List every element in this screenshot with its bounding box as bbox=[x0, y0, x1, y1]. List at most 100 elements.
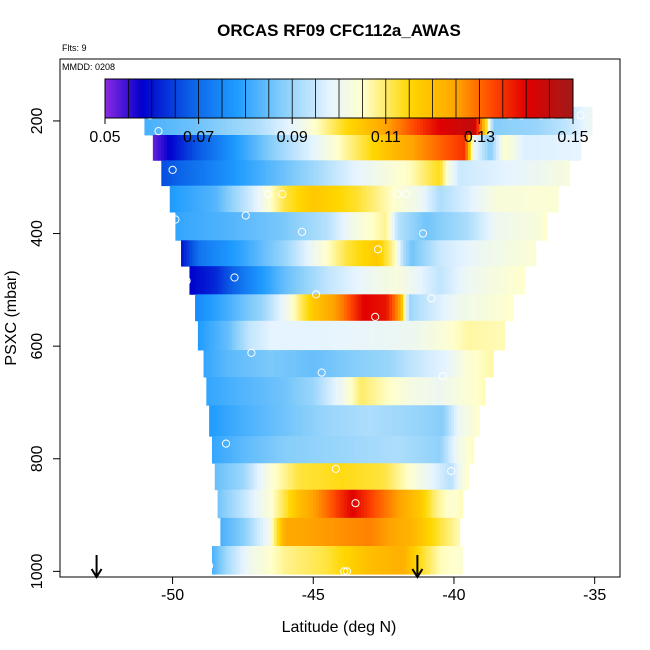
heatmap-cell bbox=[214, 266, 219, 295]
heatmap-cell bbox=[535, 160, 539, 187]
heatmap-cell bbox=[287, 546, 292, 575]
heatmap-cell bbox=[240, 212, 244, 241]
heatmap-cell bbox=[504, 294, 509, 322]
heatmap-cell bbox=[304, 160, 309, 187]
heatmap-cell bbox=[501, 266, 506, 295]
heatmap-cell bbox=[431, 135, 435, 161]
heatmap-cell bbox=[330, 212, 334, 241]
heatmap-cell bbox=[209, 160, 213, 187]
heatmap-cell bbox=[431, 463, 435, 491]
heatmap-cell bbox=[445, 135, 449, 161]
heatmap-cell bbox=[377, 106, 382, 136]
heatmap-cell bbox=[161, 160, 165, 187]
heatmap-cell bbox=[262, 546, 267, 575]
heatmap-cell bbox=[330, 350, 334, 378]
heatmap-cell bbox=[276, 212, 281, 241]
heatmap-cell bbox=[487, 240, 492, 267]
heatmap-cell bbox=[414, 517, 418, 547]
heatmap-cell bbox=[496, 320, 500, 351]
heatmap-cell bbox=[411, 405, 416, 437]
heatmap-cell bbox=[524, 135, 528, 161]
heatmap-cell bbox=[273, 185, 278, 213]
heatmap-cell bbox=[394, 106, 399, 136]
heatmap-cell bbox=[189, 106, 193, 136]
heatmap-cell bbox=[245, 350, 250, 378]
colorbar-swatch bbox=[531, 79, 534, 118]
heatmap-cell bbox=[254, 546, 258, 575]
heatmap-cell bbox=[273, 320, 278, 351]
heatmap-cell bbox=[515, 240, 520, 267]
heatmap-cell bbox=[183, 185, 188, 213]
sample-point bbox=[188, 351, 197, 360]
heatmap-cell bbox=[321, 185, 326, 213]
heatmap-cell bbox=[296, 436, 300, 464]
heatmap-cell bbox=[248, 160, 252, 187]
heatmap-cell bbox=[392, 350, 396, 378]
heatmap-cell bbox=[347, 350, 351, 378]
heatmap-cell bbox=[490, 294, 494, 322]
heatmap-cell bbox=[217, 160, 221, 187]
heatmap-cell bbox=[327, 320, 331, 351]
heatmap-cell bbox=[290, 405, 295, 437]
heatmap-cell bbox=[555, 185, 559, 213]
heatmap-cell bbox=[223, 405, 227, 437]
heatmap-cell bbox=[439, 185, 444, 213]
heatmap-cell bbox=[527, 160, 531, 187]
heatmap-cell bbox=[417, 240, 421, 267]
heatmap-cell bbox=[375, 240, 379, 267]
heatmap-cell bbox=[397, 350, 402, 378]
heatmap-cell bbox=[287, 489, 292, 519]
heatmap-cell bbox=[290, 546, 295, 575]
sample-point bbox=[351, 499, 360, 508]
heatmap-cell bbox=[344, 266, 348, 295]
heatmap-cell bbox=[327, 463, 331, 491]
heatmap-cell bbox=[529, 160, 534, 187]
heatmap-cell bbox=[513, 135, 517, 161]
heatmap-cell bbox=[338, 320, 342, 351]
heatmap-cell bbox=[237, 405, 241, 437]
heatmap-cell bbox=[279, 160, 283, 187]
heatmap-cell bbox=[513, 240, 517, 267]
x-tick-label: -50 bbox=[161, 587, 184, 604]
heatmap-cell bbox=[448, 240, 452, 267]
colorbar-swatch bbox=[399, 79, 402, 118]
heatmap-cell bbox=[302, 185, 306, 213]
heatmap-cell bbox=[392, 320, 396, 351]
heatmap-cell bbox=[400, 294, 404, 322]
colorbar-swatch bbox=[241, 79, 244, 118]
heatmap-cell bbox=[242, 463, 247, 491]
heatmap-cell bbox=[453, 106, 458, 136]
heatmap-cell bbox=[318, 377, 323, 406]
heatmap-cell bbox=[389, 517, 393, 547]
heatmap-cell bbox=[380, 377, 385, 406]
heatmap-cell bbox=[248, 436, 252, 464]
heatmap-cell bbox=[541, 160, 545, 187]
heatmap-cell bbox=[459, 135, 464, 161]
heatmap-cell bbox=[501, 185, 506, 213]
heatmap-cell bbox=[327, 240, 331, 267]
heatmap-cell bbox=[498, 240, 503, 267]
heatmap-cell bbox=[259, 240, 264, 267]
heatmap-band bbox=[189, 266, 525, 295]
heatmap-cell bbox=[389, 489, 393, 519]
colorbar-swatch bbox=[231, 79, 234, 118]
heatmap-cell bbox=[456, 517, 461, 547]
colorbar-swatch bbox=[341, 79, 344, 118]
heatmap-cell bbox=[392, 135, 396, 161]
heatmap-cell bbox=[214, 463, 219, 491]
heatmap-cell bbox=[276, 436, 281, 464]
heatmap-cell bbox=[408, 546, 413, 575]
heatmap-cell bbox=[468, 294, 472, 322]
heatmap-cell bbox=[271, 436, 275, 464]
heatmap-cell bbox=[214, 160, 219, 187]
heatmap-cell bbox=[220, 160, 224, 187]
heatmap-cell bbox=[380, 489, 385, 519]
colorbar-swatch bbox=[301, 79, 304, 118]
heatmap-cell bbox=[341, 160, 345, 187]
heatmap-cell bbox=[439, 546, 444, 575]
heatmap-cell bbox=[532, 135, 537, 161]
heatmap-cell bbox=[366, 377, 371, 406]
heatmap-cell bbox=[358, 294, 362, 322]
heatmap-cell bbox=[465, 320, 469, 351]
heatmap-cell bbox=[386, 135, 390, 161]
